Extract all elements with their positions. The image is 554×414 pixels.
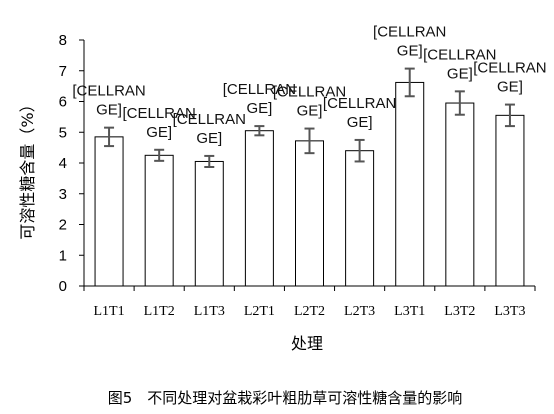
x-tick-label: L3T1 <box>394 304 425 319</box>
x-tick-label: L3T3 <box>494 304 525 319</box>
data-label: [CELLRAN GE] <box>72 83 145 119</box>
x-tick-label: L1T2 <box>144 304 175 319</box>
y-axis-label: 可溶性糖含量（%） <box>18 96 37 239</box>
data-label: [CELLRAN GE] <box>173 111 246 147</box>
bar <box>345 150 375 287</box>
bar <box>194 160 224 287</box>
y-tick-label: 0 <box>59 278 67 295</box>
y-tick-label: 8 <box>59 32 67 49</box>
x-axis-ticks: L1T1 L1T2 L1T3 L2T1 L2T2 L2T3 L3T1 L3T2 L3T3 <box>83 286 536 319</box>
x-tick-label: L1T1 <box>94 304 125 319</box>
data-label: [CELLRAN GE] <box>473 60 546 96</box>
bars <box>94 81 525 287</box>
y-tick-label: 2 <box>59 217 67 234</box>
x-axis-label: 处理 <box>291 334 323 353</box>
x-tick-label: L2T2 <box>294 304 325 319</box>
x-tick-label: L2T1 <box>244 304 275 319</box>
y-tick-label: 7 <box>59 63 67 80</box>
bar <box>395 81 425 287</box>
data-label: [CELLRAN GE] <box>323 95 396 131</box>
x-tick-label: L3T2 <box>444 304 475 319</box>
data-label: [CELLRAN GE] <box>223 81 296 117</box>
y-tick-label: 3 <box>59 186 67 203</box>
bar <box>244 130 274 287</box>
error-bars <box>104 67 515 168</box>
bar <box>94 136 124 287</box>
data-labels: [CELLRAN GE] [CELLRAN GE][CELLRAN GE][CELLRA… <box>72 24 546 147</box>
y-axis-ticks: 0 1 2 3 4 5 6 7 8 <box>59 32 84 295</box>
bar <box>495 114 525 287</box>
x-tick-label: L1T3 <box>194 304 225 319</box>
figure-caption: 图5 不同处理对盆栽彩叶粗肋草可溶性糖含量的影响 <box>108 389 463 407</box>
bar <box>295 140 324 287</box>
bar <box>144 154 174 287</box>
x-tick-label: L2T3 <box>344 304 375 319</box>
data-label: [CELLRAN GE] <box>122 105 195 141</box>
data-label: [CELLRAN GE] <box>273 84 346 120</box>
y-tick-label: 4 <box>59 155 67 172</box>
y-tick-label: 1 <box>59 247 67 264</box>
bar <box>445 102 475 287</box>
y-tick-label: 6 <box>59 94 67 111</box>
y-tick-label: 5 <box>59 124 67 141</box>
data-label: [CELLRAN GE] <box>423 46 496 82</box>
data-label: [CELLRAN GE] <box>373 24 446 60</box>
